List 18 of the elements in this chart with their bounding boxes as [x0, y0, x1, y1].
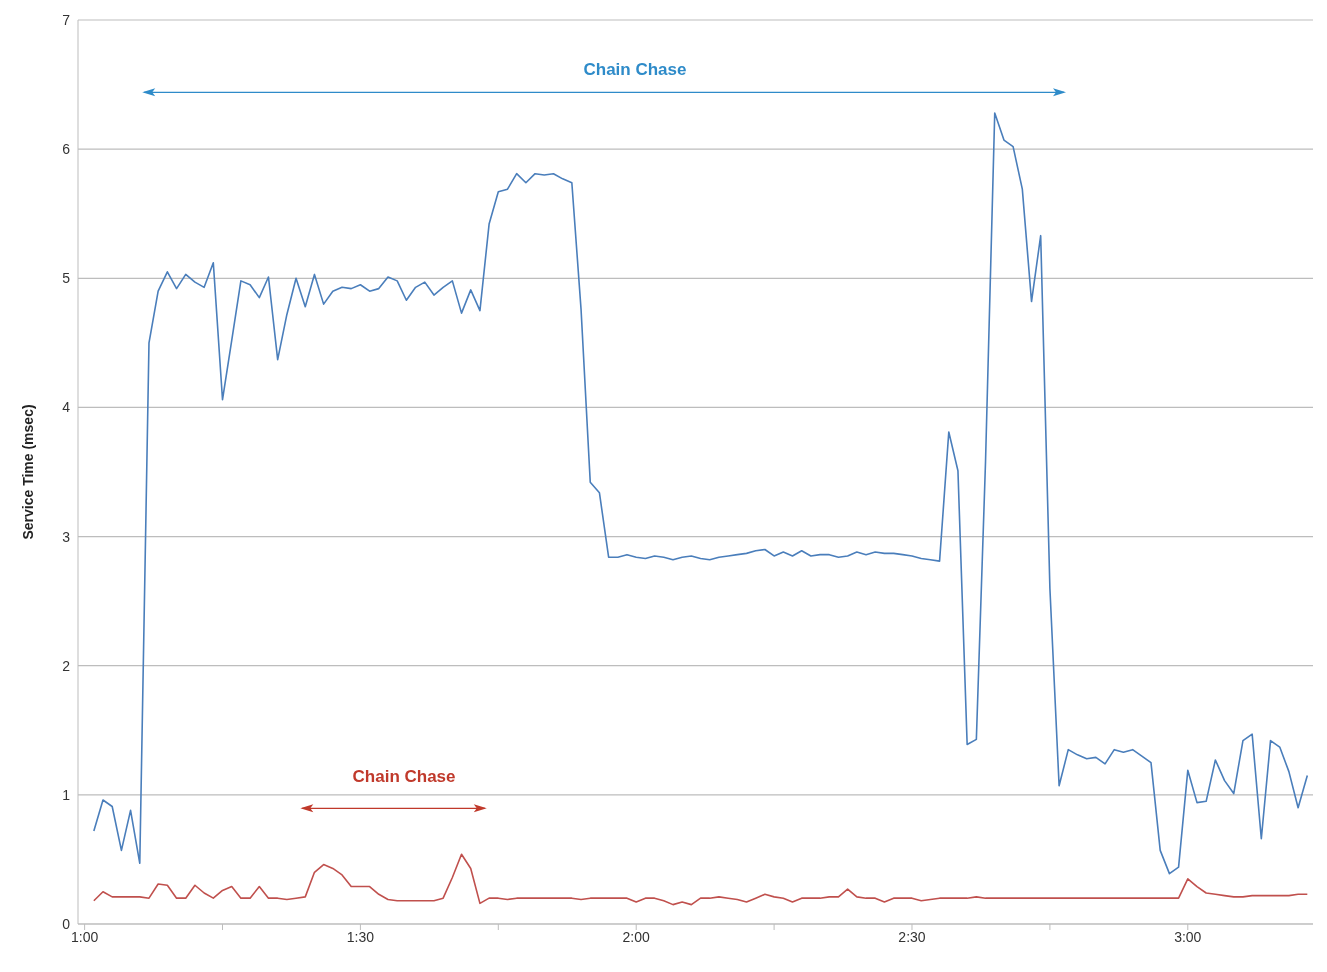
x-tick-label: 1:30 — [346, 928, 375, 945]
y-tick-label: 3 — [62, 528, 71, 545]
y-tick-label: 7 — [62, 11, 71, 28]
annotation: Chain Chase — [352, 767, 456, 787]
x-tick-label: 1:00 — [70, 928, 99, 945]
y-tick-label: 0 — [62, 915, 71, 932]
x-tick-label: 3:00 — [1174, 928, 1202, 945]
line-series — [93, 112, 1309, 875]
y-tick-label: 4 — [62, 399, 71, 416]
x-tick-label: 2:00 — [622, 928, 651, 945]
y-tick-label: 5 — [62, 270, 71, 287]
y-tick-label: 2 — [62, 657, 71, 674]
line-series — [93, 853, 1309, 906]
y-tick-label: 1 — [62, 786, 71, 803]
annotation: Chain Chase — [583, 60, 687, 80]
x-tick-label: 2:30 — [898, 928, 926, 945]
y-tick-label: 6 — [62, 141, 71, 158]
y-axis-title: Service Time (msec) — [19, 404, 36, 540]
